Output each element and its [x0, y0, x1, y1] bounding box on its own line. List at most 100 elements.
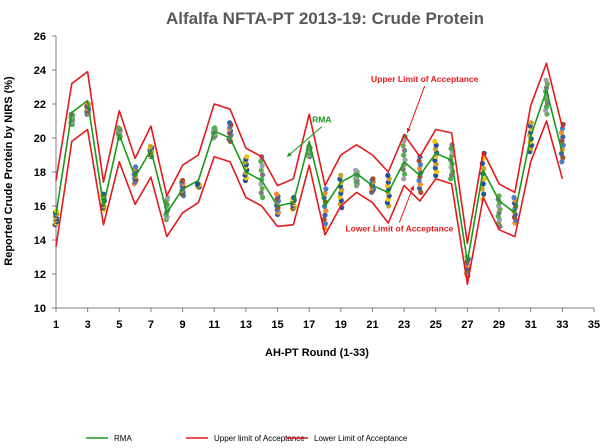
lab-result-point: [560, 134, 566, 140]
lab-scatter: [52, 77, 566, 279]
x-tick-label: 3: [85, 319, 91, 331]
x-tick-label: 5: [116, 319, 122, 331]
x-tick-label: 21: [366, 319, 378, 331]
x-tick-label: 29: [493, 319, 505, 331]
series-line-upper-limit-of-acceptance: [55, 62, 564, 245]
lab-result-point: [258, 167, 264, 173]
lab-result-point: [416, 177, 422, 184]
lab-result-point: [370, 176, 376, 182]
x-tick-label: 7: [148, 319, 154, 331]
x-tick-label: 19: [335, 319, 347, 331]
lab-result-point: [260, 194, 266, 201]
lab-result-point: [416, 158, 422, 164]
lab-result-point: [323, 208, 329, 214]
lab-result-point: [179, 177, 186, 184]
lab-result-point: [323, 186, 329, 192]
lab-result-point: [416, 166, 423, 172]
x-tick-label: 1: [53, 319, 59, 331]
lab-result-point: [400, 143, 406, 149]
annotation-arrowhead: [287, 152, 292, 157]
x-tick-label: 15: [271, 319, 283, 331]
lab-result-point: [560, 142, 566, 148]
lab-result-point: [322, 190, 328, 196]
lab-result-point: [400, 166, 406, 172]
x-tick-label: 13: [240, 319, 252, 331]
lab-result-point: [401, 152, 407, 158]
series-lines: [55, 62, 564, 286]
lab-result-point: [401, 176, 407, 182]
y-tick-label: 26: [34, 31, 46, 43]
lab-result-point: [338, 172, 344, 178]
annotation-arrowhead: [409, 185, 415, 191]
lab-result-point: [559, 138, 565, 144]
lab-result-point: [322, 212, 328, 218]
annotation-label: RMA: [312, 115, 331, 125]
lab-result-point: [481, 176, 487, 182]
lab-result-point: [258, 190, 264, 196]
lab-result-point: [244, 154, 250, 160]
y-tick-label: 16: [34, 201, 46, 213]
lab-result-point: [528, 120, 534, 126]
lab-result-point: [511, 194, 517, 201]
lab-result-point: [432, 138, 438, 144]
lab-result-point: [260, 172, 266, 178]
lab-result-point: [259, 185, 265, 192]
x-axis-title: AH-PT Round (1-33): [265, 347, 369, 359]
annotations: Upper Limit of Acceptance RMA Lower Limit …: [286, 74, 479, 234]
lab-result-point: [559, 159, 565, 165]
y-tick-label: 12: [34, 269, 46, 281]
x-tick-label: 27: [461, 319, 473, 331]
legend-label: RMA: [114, 434, 132, 443]
y-tick-label: 24: [34, 65, 47, 77]
lab-result-point: [401, 138, 407, 144]
lab-result-point: [259, 163, 265, 169]
lab-result-point: [481, 166, 487, 172]
lab-result-point: [417, 162, 423, 168]
lab-result-point: [418, 189, 424, 195]
lab-result-point: [401, 147, 408, 154]
series-line-lower-limit-of-acceptance: [55, 120, 564, 286]
lab-result-point: [560, 155, 566, 161]
x-tick-label: 11: [208, 319, 220, 331]
lab-result-point: [416, 185, 423, 192]
lab-result-point: [194, 181, 201, 187]
lab-result-point: [274, 191, 280, 197]
x-tick-label: 17: [303, 319, 315, 331]
x-tick-label: 35: [588, 319, 600, 331]
lab-result-point: [559, 125, 565, 132]
y-tick-label: 20: [34, 133, 46, 145]
legend-label: Lower Limit of Acceptance: [314, 434, 408, 443]
x-tick-label: 9: [180, 319, 186, 331]
x-tick-label: 25: [430, 319, 442, 331]
lab-result-point: [558, 130, 565, 136]
lab-result-point: [132, 164, 139, 170]
y-axis-title: Reported Crude Protein by NIRS (%): [3, 76, 15, 266]
x-tick-label: 33: [556, 319, 568, 331]
annotation-arrow: [398, 185, 415, 223]
annotation-arrow: [406, 85, 426, 134]
annotation-label: Upper Limit of Acceptance: [371, 74, 479, 84]
annotation-arrowhead: [406, 127, 411, 133]
legend-label: Upper limit of Acceptance: [214, 434, 305, 443]
lab-result-point: [385, 172, 391, 178]
y-tick-label: 22: [34, 99, 46, 111]
lab-result-point: [227, 120, 233, 126]
x-tick-label: 23: [398, 319, 410, 331]
lab-result-point: [353, 167, 359, 173]
lab-result-point: [401, 171, 408, 177]
legend: RMA Upper limit of Acceptance Lower Limit …: [86, 434, 408, 443]
lab-result-point: [258, 158, 264, 164]
y-tick-label: 10: [34, 303, 46, 315]
y-tick-label: 14: [34, 235, 47, 247]
lab-result-point: [115, 125, 121, 131]
y-tick-label: 18: [34, 167, 46, 179]
series-line-rma: [55, 89, 564, 263]
lab-result-point: [212, 125, 218, 131]
lab-result-point: [479, 186, 485, 192]
lab-result-point: [543, 77, 549, 83]
lab-result-point: [322, 221, 329, 227]
lab-result-point: [480, 181, 486, 187]
